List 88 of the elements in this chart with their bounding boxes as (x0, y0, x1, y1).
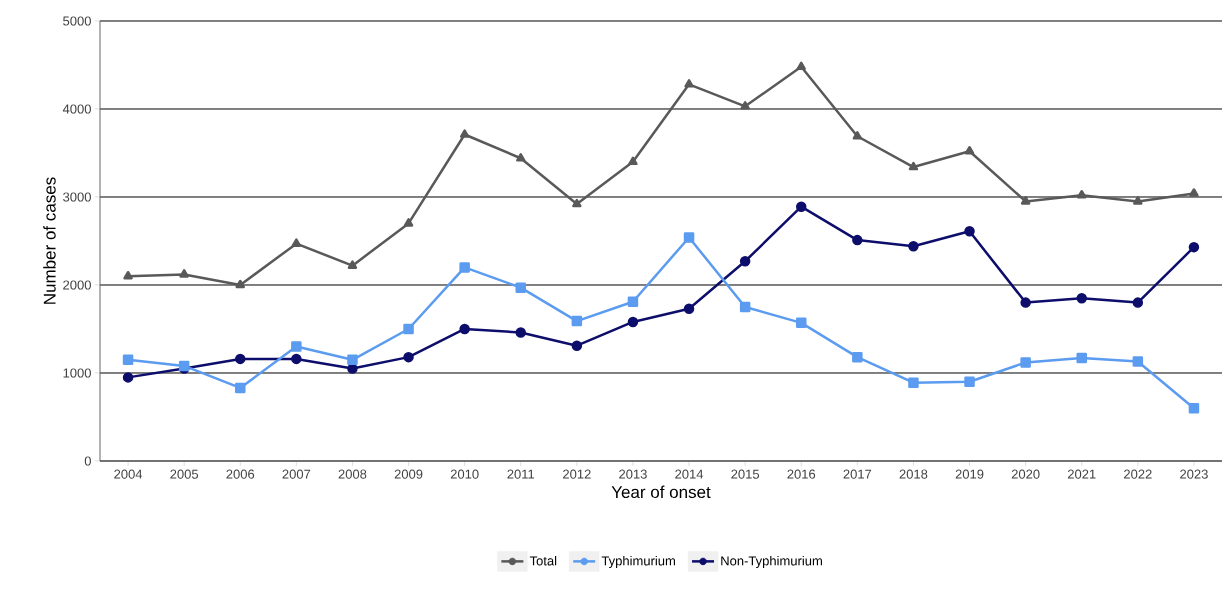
point (572, 198, 582, 208)
point (291, 238, 302, 247)
point (1188, 402, 1200, 414)
point (235, 279, 245, 289)
point (795, 201, 807, 212)
x-tick-label: 2021 (1067, 469, 1096, 479)
x-tick-label: 2005 (170, 469, 199, 479)
x-tick-label: 2022 (1124, 469, 1152, 479)
point (403, 351, 414, 363)
x-tick-label: 2004 (114, 469, 143, 479)
point (515, 282, 526, 293)
point (683, 303, 695, 314)
point (628, 156, 638, 166)
x-tick-label: 2019 (955, 469, 984, 479)
point (123, 270, 133, 280)
y-tick-label: 5000 (63, 16, 91, 26)
y-tick-label: 1000 (63, 368, 91, 378)
legend-label: Non-Typhimurium (721, 555, 822, 569)
point (122, 354, 134, 366)
point (1020, 196, 1031, 205)
point (122, 372, 134, 383)
x-tick-label: 2008 (338, 469, 367, 479)
point (908, 161, 919, 171)
point (627, 296, 639, 307)
y-tick-label: 4000 (62, 104, 91, 114)
point (1132, 297, 1144, 308)
point (1020, 297, 1031, 308)
x-tick-label: 2016 (787, 469, 816, 479)
point (1076, 352, 1087, 364)
point (852, 351, 863, 363)
x-tick-label: 2020 (1011, 469, 1040, 479)
point (740, 101, 750, 110)
x-tick-label: 2018 (899, 469, 928, 479)
point (683, 232, 695, 243)
point (627, 316, 639, 328)
point (516, 153, 526, 162)
point (571, 340, 583, 351)
point (347, 260, 358, 269)
point (459, 262, 470, 273)
x-tick-label: 2015 (731, 469, 760, 479)
point (1020, 357, 1031, 368)
point (291, 353, 302, 365)
x-tick-label: 2017 (843, 469, 872, 479)
point (1133, 196, 1143, 205)
point (235, 353, 246, 365)
point (739, 255, 751, 267)
point (796, 61, 806, 70)
x-tick-label: 2013 (619, 469, 647, 479)
x-tick-label: 2014 (675, 469, 704, 479)
y-axis-title: Number of cases (43, 177, 56, 304)
point (403, 323, 414, 335)
point (1132, 356, 1144, 367)
y-tick-label: 2000 (63, 280, 91, 290)
legend-label: Total (529, 555, 557, 566)
point (459, 323, 470, 335)
x-tick-label: 2023 (1180, 469, 1208, 479)
point (964, 376, 975, 388)
legend-label: Typhimurium (601, 555, 675, 569)
x-axis-title: Year of onset (611, 485, 711, 499)
x-tick-label: 2009 (394, 469, 423, 479)
y-tick-label: 3000 (63, 192, 91, 202)
point (852, 234, 863, 246)
point (1076, 292, 1087, 304)
point (964, 145, 975, 155)
point (684, 79, 694, 88)
point (1077, 189, 1087, 199)
point (908, 377, 919, 388)
point (515, 327, 526, 338)
point (403, 218, 414, 227)
point (964, 226, 975, 237)
point (1189, 188, 1199, 197)
x-tick-label: 2010 (450, 469, 479, 479)
x-tick-label: 2011 (507, 469, 535, 479)
point (291, 341, 302, 352)
y-tick-label: 0 (84, 456, 91, 466)
point (179, 269, 189, 278)
point (739, 301, 751, 313)
point (795, 317, 807, 329)
point (459, 129, 470, 138)
point (1188, 241, 1200, 253)
point (908, 241, 919, 252)
point (347, 354, 358, 366)
x-tick-label: 2012 (563, 469, 591, 479)
point (235, 382, 246, 394)
point (571, 315, 583, 327)
point (852, 131, 863, 140)
x-tick-label: 2007 (282, 469, 311, 479)
x-tick-label: 2006 (226, 469, 255, 479)
